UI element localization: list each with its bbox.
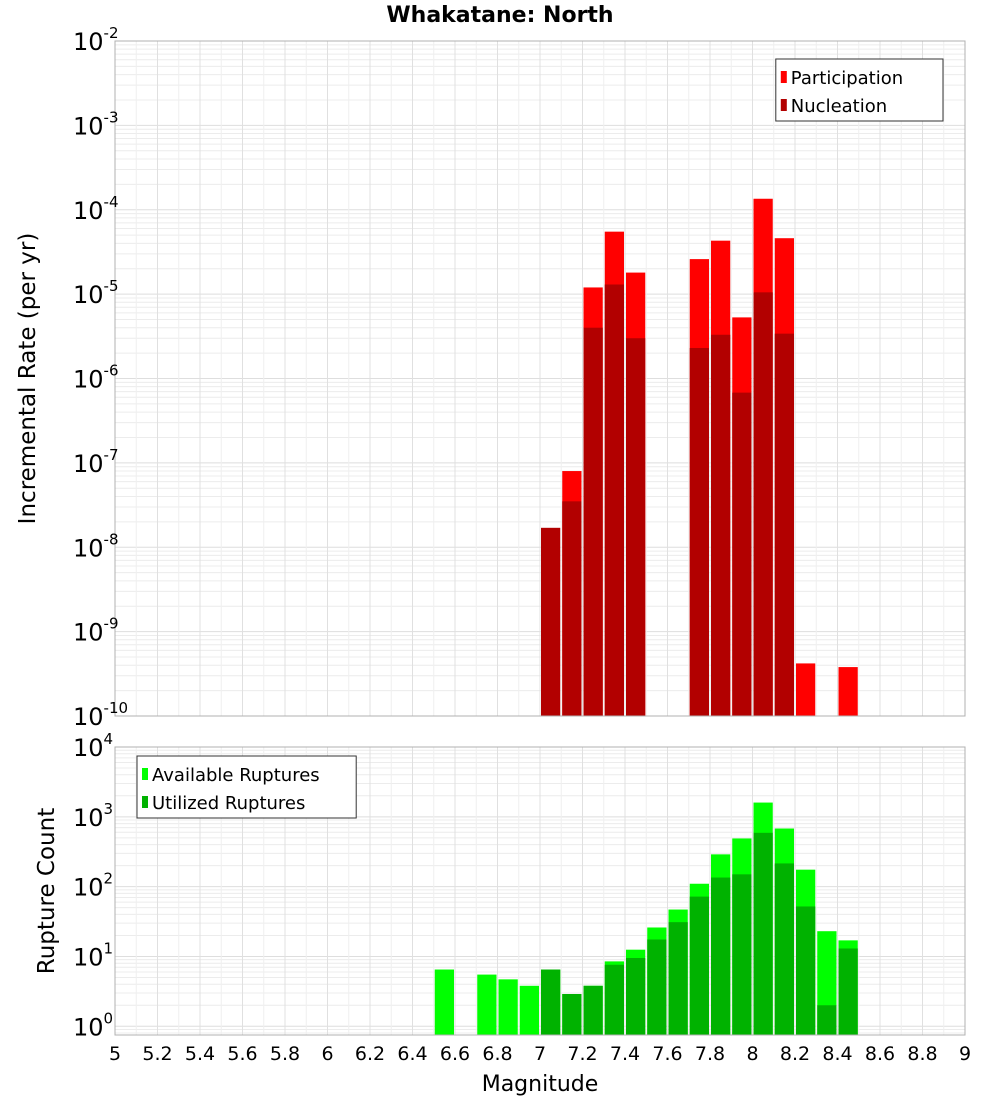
y-tick-label: 104: [73, 730, 113, 762]
x-tick-label: 7.2: [567, 1043, 597, 1065]
y-tick-label: 10-4: [73, 193, 119, 225]
bar-available-ruptures: [434, 969, 454, 1035]
y-tick-label: 10-5: [73, 277, 119, 309]
bar-utilized-ruptures: [817, 1005, 837, 1035]
rupture-count-panel-legend: Available Ruptures Utilized Ruptures: [136, 755, 357, 819]
bar-nucleation: [732, 392, 752, 716]
bar-nucleation: [583, 327, 603, 716]
rate-panel-frame: [114, 40, 966, 717]
rate-panel-y-ticks: 10-2 10-3 10-4 10-5 10-6 10-7 10-8 10-9 10-10: [73, 24, 128, 731]
bar-utilized-ruptures: [604, 964, 624, 1035]
bar-utilized-ruptures: [583, 985, 603, 1035]
bar-nucleation: [753, 292, 773, 716]
bar-participation: [796, 663, 816, 716]
legend-label: Utilized Ruptures: [152, 793, 305, 814]
bar-utilized-ruptures: [541, 969, 561, 1035]
x-tick-label: 7.6: [652, 1043, 682, 1065]
y-tick-label: 103: [73, 800, 113, 832]
x-tick-label: 8.8: [907, 1043, 937, 1065]
bar-utilized-ruptures: [647, 939, 667, 1035]
x-tick-label: 6: [321, 1043, 333, 1065]
rate-panel-y-axis-label: Incremental Rate (per yr): [15, 233, 41, 525]
bar-utilized-ruptures: [796, 906, 816, 1035]
x-tick-label: 7.8: [695, 1043, 725, 1065]
y-tick-label: 102: [73, 870, 113, 902]
bar-nucleation: [774, 333, 794, 716]
y-tick-label: 10-10: [73, 699, 128, 731]
legend-swatch: [142, 768, 148, 780]
rate-panel-grid: [114, 40, 966, 717]
bar-nucleation: [562, 501, 582, 716]
bar-utilized-ruptures: [838, 948, 858, 1035]
bar-participation: [838, 667, 858, 716]
rupture-count-panel-bars: [434, 802, 858, 1035]
x-tick-label: 6.4: [397, 1043, 427, 1065]
rate-panel-bars: [541, 198, 858, 717]
x-axis-label: Magnitude: [482, 1072, 599, 1097]
legend-box: [775, 58, 944, 122]
legend-swatch: [142, 796, 148, 808]
chart-title: Whakatane: North: [386, 3, 613, 28]
bar-nucleation: [711, 334, 731, 716]
rate-panel: 10-2 10-3 10-4 10-5 10-6 10-7 10-8 10-9 10-10 In…: [15, 24, 966, 731]
rupture-count-panel-frame: [114, 746, 966, 1036]
y-tick-label: 10-9: [73, 615, 119, 647]
y-tick-label: 101: [73, 939, 113, 971]
x-tick-label: 5.8: [270, 1043, 300, 1065]
legend-swatch: [780, 99, 787, 111]
bar-utilized-ruptures: [711, 877, 731, 1035]
x-tick-label: 5.4: [185, 1043, 215, 1065]
bar-available-ruptures: [498, 979, 518, 1035]
bar-available-ruptures: [519, 985, 539, 1035]
bar-nucleation: [541, 527, 561, 716]
x-tick-label: 5.2: [142, 1043, 172, 1065]
x-tick-label: 6.8: [482, 1043, 512, 1065]
bar-utilized-ruptures: [774, 863, 794, 1035]
legend-label: Nucleation: [791, 96, 887, 117]
rupture-count-panel-y-ticks: 104 103 102 101 100: [73, 730, 113, 1041]
bar-utilized-ruptures: [753, 832, 773, 1035]
bar-nucleation: [626, 338, 646, 716]
y-tick-label: 10-8: [73, 530, 119, 562]
bar-utilized-ruptures: [732, 874, 752, 1035]
bar-nucleation: [604, 284, 624, 716]
legend-box: [136, 755, 357, 819]
bar-utilized-ruptures: [689, 896, 709, 1035]
legend-label: Available Ruptures: [152, 765, 320, 786]
y-tick-label: 10-2: [73, 24, 119, 56]
legend-swatch: [780, 71, 787, 83]
y-tick-label: 100: [73, 1009, 113, 1041]
x-tick-label: 6.2: [355, 1043, 385, 1065]
y-tick-label: 10-7: [73, 446, 119, 478]
x-tick-label: 5.6: [227, 1043, 257, 1065]
x-tick-label: 7.4: [610, 1043, 640, 1065]
y-tick-label: 10-3: [73, 108, 119, 140]
bar-utilized-ruptures: [626, 958, 646, 1035]
x-tick-label: 8: [746, 1043, 758, 1065]
bar-available-ruptures: [477, 974, 497, 1035]
legend-label: Participation: [791, 68, 903, 89]
bar-utilized-ruptures: [562, 993, 582, 1035]
x-tick-label: 8.2: [780, 1043, 810, 1065]
x-tick-label: 9: [959, 1043, 971, 1065]
x-tick-label: 8.6: [865, 1043, 895, 1065]
bar-utilized-ruptures: [668, 922, 688, 1035]
bar-nucleation: [689, 347, 709, 716]
x-tick-label: 5: [109, 1043, 121, 1065]
y-tick-label: 10-6: [73, 362, 119, 394]
rupture-count-panel-y-axis-label: Rupture Count: [34, 808, 60, 974]
rate-panel-legend: Participation Nucleation: [775, 58, 944, 122]
x-tick-label: 7: [534, 1043, 546, 1065]
rupture-count-panel: 104 103 102 101 100 Rupture Count Available …: [34, 730, 966, 1041]
x-tick-label: 6.6: [440, 1043, 470, 1065]
x-axis-ticks: 5 5.2 5.4 5.6 5.8 6 6.2 6.4 6.6 6.8 7 7.2 7.4 7.6 7.8 8…: [109, 1043, 971, 1065]
x-tick-label: 8.4: [822, 1043, 852, 1065]
